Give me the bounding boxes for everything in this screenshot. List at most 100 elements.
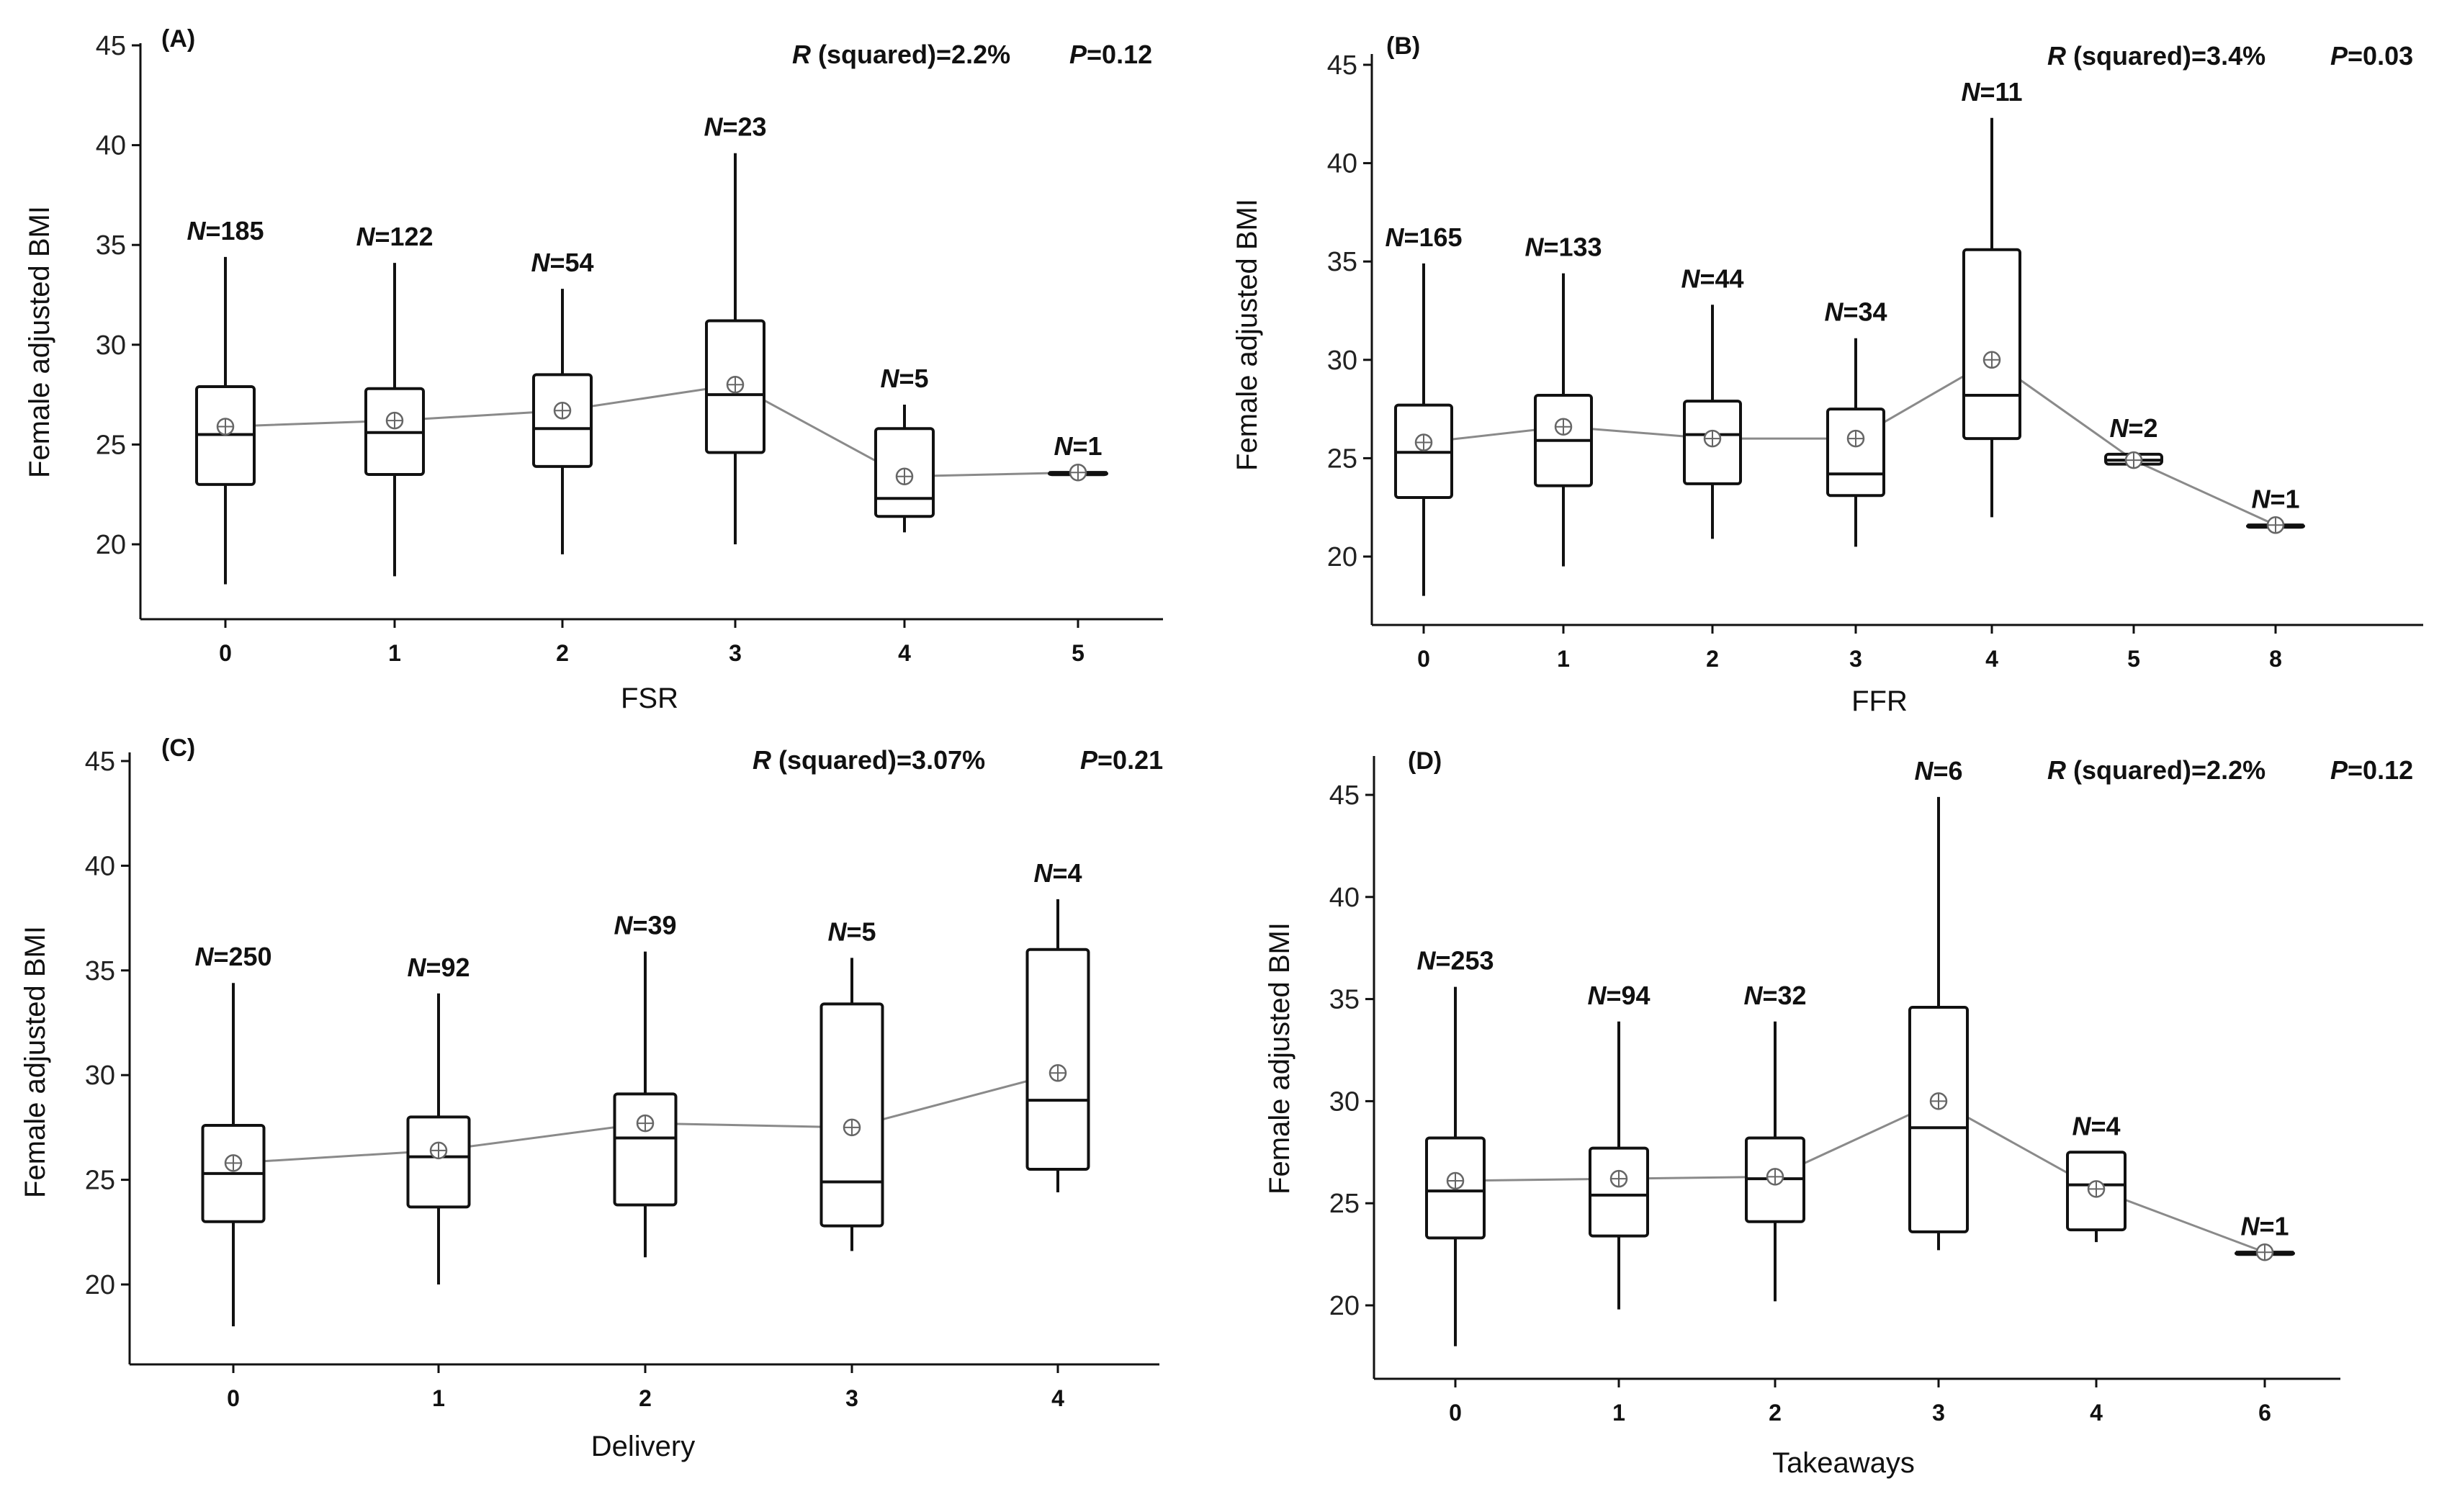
x-tick-label: 2 bbox=[556, 640, 569, 666]
panel-label: (C) bbox=[161, 734, 195, 762]
box-1: N=122 bbox=[356, 222, 434, 577]
p-value-annotation: P=0.12 bbox=[1069, 40, 1152, 69]
y-tick-label: 40 bbox=[96, 131, 126, 161]
box-3: N=23 bbox=[704, 112, 767, 544]
p-value: 0.12 bbox=[2363, 755, 2413, 785]
panel-b: (B) R (squared)=3.4% P=0.03 Female adjus… bbox=[1231, 32, 2423, 717]
r-squared-text: (squared)= bbox=[2066, 755, 2206, 785]
r-symbol: R bbox=[2047, 41, 2066, 71]
y-tick-label: 45 bbox=[96, 31, 126, 61]
x-tick-label: 3 bbox=[1932, 1400, 1945, 1426]
y-tick-label: 20 bbox=[85, 1270, 115, 1300]
x-tick-label: 3 bbox=[845, 1385, 858, 1411]
r-squared-annotation: R (squared)=3.4% bbox=[2047, 41, 2265, 71]
r-squared-annotation: R (squared)=2.2% bbox=[2047, 755, 2265, 785]
y-tick-label: 45 bbox=[1327, 50, 1357, 81]
box-3: N=5 bbox=[819, 917, 884, 1251]
x-tick-label: 3 bbox=[1849, 646, 1862, 672]
x-axis-label: FFR bbox=[1851, 685, 1908, 717]
y-tick-label: 35 bbox=[1327, 247, 1357, 277]
y-tick-label: 30 bbox=[85, 1061, 115, 1091]
box-3: N=34 bbox=[1824, 297, 1887, 547]
box-0: N=253 bbox=[1416, 946, 1494, 1346]
n-count-label: N=5 bbox=[880, 364, 928, 393]
box-1: N=94 bbox=[1587, 981, 1651, 1310]
y-axis-label: Female adjusted BMI bbox=[19, 926, 51, 1198]
p-value: 0.12 bbox=[1102, 40, 1152, 69]
box-iqr bbox=[1962, 248, 2021, 441]
y-tick-label: 40 bbox=[1329, 883, 1360, 913]
y-tick-label: 30 bbox=[96, 330, 126, 361]
x-tick-label: 4 bbox=[898, 640, 911, 666]
n-count-label: N=1 bbox=[2251, 484, 2299, 513]
y-tick-label: 35 bbox=[1329, 985, 1360, 1015]
n-count-label: N=2 bbox=[2109, 413, 2157, 443]
panel-d: (D) R (squared)=2.2% P=0.12 Female adjus… bbox=[1264, 747, 2413, 1479]
y-tick-label: 30 bbox=[1329, 1086, 1360, 1117]
y-tick-label: 25 bbox=[85, 1166, 115, 1196]
x-tick-label: 6 bbox=[2258, 1400, 2271, 1426]
p-value-annotation: P=0.03 bbox=[2330, 41, 2413, 71]
x-tick-label: 0 bbox=[227, 1385, 240, 1411]
n-count-label: N=6 bbox=[1914, 756, 1962, 786]
x-tick-label: 0 bbox=[1449, 1400, 1462, 1426]
box-iqr bbox=[819, 1002, 884, 1228]
panel-c: (C) R (squared)=3.07% P=0.21 Female adju… bbox=[19, 734, 1163, 1462]
x-axis-label: Delivery bbox=[591, 1431, 695, 1462]
mean-trend-line bbox=[225, 383, 1079, 478]
panel-label: (B) bbox=[1386, 32, 1420, 60]
r-squared-value: 3.07% bbox=[912, 745, 985, 775]
n-count-label: N=1 bbox=[1054, 431, 1102, 461]
r-symbol: R bbox=[753, 745, 771, 775]
box-4: N=11 bbox=[1961, 77, 2023, 518]
r-symbol: R bbox=[792, 40, 811, 69]
box-5: N=2 bbox=[2104, 413, 2163, 469]
r-squared-text: (squared)= bbox=[771, 745, 912, 775]
y-tick-label: 35 bbox=[96, 230, 126, 261]
x-tick-label: 8 bbox=[2269, 646, 2282, 672]
box-8: N=1 bbox=[2246, 484, 2305, 534]
n-count-label: N=133 bbox=[1524, 233, 1602, 262]
n-count-label: N=253 bbox=[1416, 946, 1494, 976]
box-3: N=6 bbox=[1908, 756, 1969, 1251]
box-6: N=1 bbox=[2235, 1211, 2295, 1261]
x-tick-label: 5 bbox=[1072, 640, 1084, 666]
y-tick-label: 20 bbox=[1327, 542, 1357, 572]
y-tick-label: 25 bbox=[1329, 1189, 1360, 1219]
n-count-label: N=185 bbox=[187, 216, 264, 246]
box-0: N=250 bbox=[194, 942, 272, 1327]
box-iqr bbox=[1025, 948, 1090, 1171]
x-tick-label: 1 bbox=[1557, 646, 1570, 672]
r-squared-value: 3.4% bbox=[2206, 41, 2265, 71]
n-count-label: N=4 bbox=[2072, 1111, 2120, 1140]
r-squared-value: 2.2% bbox=[2206, 755, 2265, 785]
y-tick-label: 40 bbox=[1327, 149, 1357, 179]
x-tick-label: 5 bbox=[2127, 646, 2140, 672]
y-axis-label: Female adjusted BMI bbox=[1231, 199, 1263, 471]
n-count-label: N=92 bbox=[407, 953, 470, 982]
y-tick-label: 35 bbox=[85, 956, 115, 986]
box-0: N=185 bbox=[187, 216, 264, 585]
p-value-annotation: P=0.21 bbox=[1080, 745, 1163, 775]
y-axis-label: Female adjusted BMI bbox=[1264, 922, 1295, 1194]
n-count-label: N=23 bbox=[704, 112, 766, 142]
box-4: N=5 bbox=[874, 364, 935, 533]
box-5: N=1 bbox=[1048, 431, 1108, 482]
n-count-label: N=34 bbox=[1824, 297, 1887, 327]
box-iqr bbox=[532, 373, 593, 468]
x-tick-label: 4 bbox=[1985, 646, 1998, 672]
box-iqr bbox=[613, 1092, 678, 1207]
y-tick-label: 40 bbox=[85, 851, 115, 881]
n-count-label: N=11 bbox=[1961, 77, 2022, 107]
box-0: N=165 bbox=[1385, 222, 1463, 596]
x-tick-label: 4 bbox=[1051, 1385, 1064, 1411]
mean-trend-line bbox=[1455, 1099, 2265, 1254]
panel-label: (D) bbox=[1408, 747, 1442, 775]
r-squared-annotation: R (squared)=3.07% bbox=[753, 745, 985, 775]
box-2: N=39 bbox=[613, 911, 678, 1258]
panel-a: (A) R (squared)=2.2% P=0.12 Female adjus… bbox=[24, 25, 1163, 714]
x-tick-label: 0 bbox=[1417, 646, 1430, 672]
n-count-label: N=4 bbox=[1033, 858, 1082, 888]
x-tick-label: 3 bbox=[729, 640, 742, 666]
